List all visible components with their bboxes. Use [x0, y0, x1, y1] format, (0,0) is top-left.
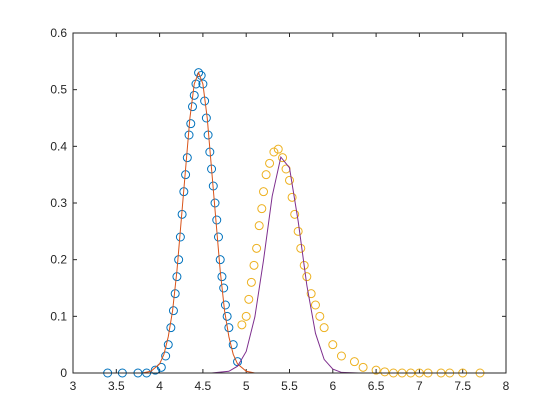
- data-point: [220, 300, 230, 310]
- data-point: [198, 79, 208, 89]
- data-point: [228, 340, 238, 350]
- data-point: [358, 362, 368, 372]
- x-tick-label: 7.5: [454, 379, 471, 393]
- plot-area: [73, 33, 506, 373]
- data-point: [257, 204, 267, 214]
- fit-line: [211, 155, 359, 374]
- data-point: [156, 362, 166, 372]
- y-tick-label: 0.2: [50, 253, 67, 267]
- x-tick-label: 8: [503, 379, 510, 393]
- data-point: [212, 215, 222, 225]
- data-point: [249, 260, 259, 270]
- data-point: [150, 365, 160, 375]
- data-point: [163, 340, 173, 350]
- data-point: [217, 272, 227, 282]
- data-point: [188, 102, 198, 112]
- data-point: [259, 187, 269, 197]
- data-point: [189, 90, 199, 100]
- data-point: [265, 158, 275, 168]
- y-tick-label: 0.1: [50, 309, 67, 323]
- data-point: [371, 365, 381, 375]
- y-tick-label: 0.6: [50, 26, 67, 40]
- x-tick-label: 3: [70, 379, 77, 393]
- data-point: [285, 175, 294, 185]
- data-point: [310, 300, 320, 310]
- data-point: [278, 153, 288, 163]
- data-point: [222, 311, 232, 321]
- data-point: [244, 294, 254, 304]
- data-point: [306, 289, 316, 299]
- data-point: [254, 221, 264, 231]
- x-tick-label: 4: [156, 379, 163, 393]
- x-tick-label: 3.5: [108, 379, 125, 393]
- y-tick-label: 0.5: [50, 83, 67, 97]
- x-tick-label: 4.5: [195, 379, 212, 393]
- data-point: [261, 170, 271, 180]
- data-point: [252, 243, 262, 253]
- data-point: [380, 367, 390, 377]
- y-tick-label: 0: [60, 366, 67, 380]
- data-point: [296, 243, 306, 253]
- data-point: [213, 232, 223, 242]
- data-point: [287, 192, 297, 202]
- data-point: [293, 226, 303, 236]
- data-point: [215, 255, 225, 265]
- x-tick-label: 7: [416, 379, 423, 393]
- data-point: [349, 357, 359, 367]
- data-point: [336, 351, 346, 361]
- data-point: [186, 119, 196, 129]
- data-point: [219, 283, 229, 293]
- data-point: [302, 272, 312, 282]
- data-point: [237, 320, 247, 330]
- y-tick-label: 0.3: [50, 196, 67, 210]
- data-point: [241, 311, 251, 321]
- x-tick-label: 6.5: [368, 379, 385, 393]
- data-point: [194, 68, 204, 78]
- data-point: [319, 323, 329, 333]
- data-point: [290, 209, 300, 219]
- data-point: [246, 277, 256, 287]
- y-tick-label: 0.4: [50, 139, 67, 153]
- data-point: [315, 311, 325, 321]
- x-tick-label: 5.5: [281, 379, 298, 393]
- data-point: [273, 144, 283, 154]
- axes-box: [72, 32, 507, 374]
- data-point: [328, 340, 338, 350]
- data-point: [224, 323, 234, 333]
- x-tick-label: 6: [329, 379, 336, 393]
- data-point: [161, 351, 171, 361]
- fit-line: [107, 71, 255, 374]
- x-tick-label: 5: [243, 379, 250, 393]
